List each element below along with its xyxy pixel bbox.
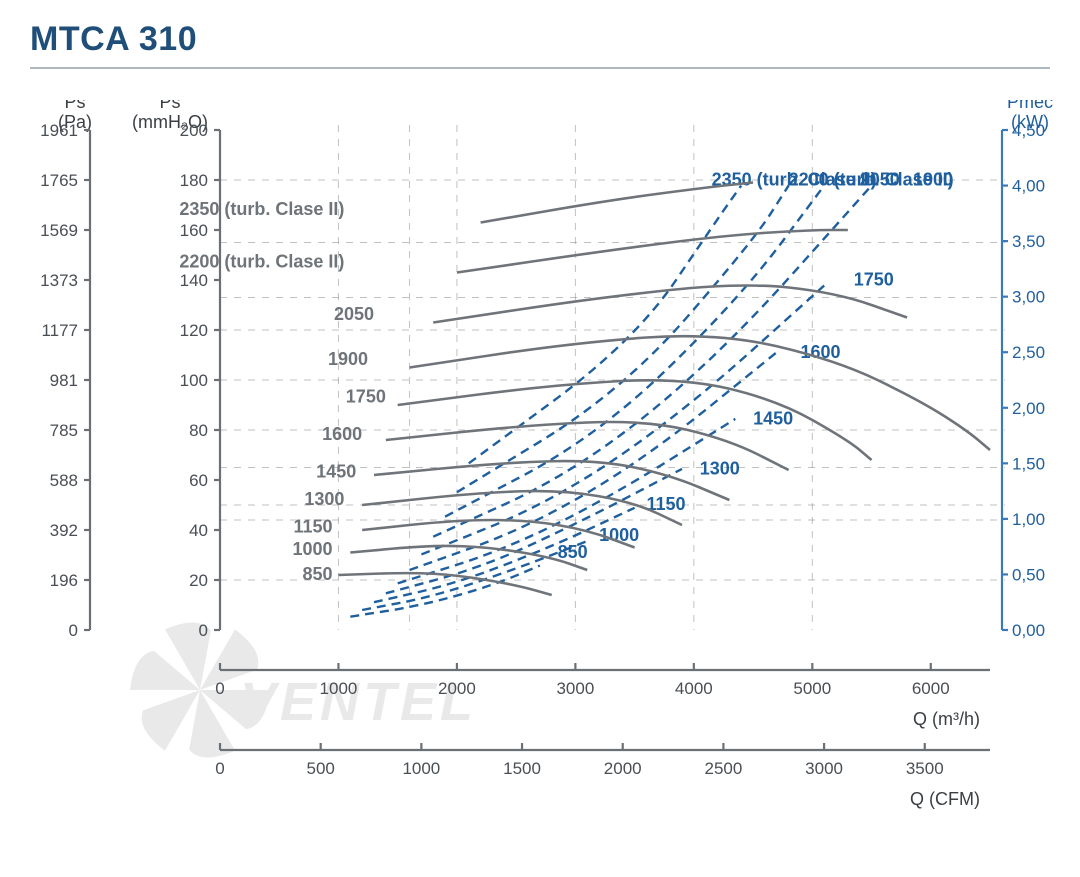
pmec-curve-label: 1750 bbox=[854, 270, 894, 290]
tick-q-m3h: 0 bbox=[215, 679, 224, 698]
pmec-curve-label: 850 bbox=[558, 542, 588, 562]
tick-q-cfm: 1500 bbox=[503, 759, 541, 778]
pmec-curve-label: 1450 bbox=[753, 408, 793, 428]
fan-chart: VENTEL8501000115013001450160017501900205… bbox=[20, 100, 1060, 870]
tick-pmec: 1,50 bbox=[1012, 454, 1045, 473]
tick-ps-mmh2o: 0 bbox=[199, 621, 208, 640]
pmec-curve-label: 2350 (turb. Clase II) bbox=[712, 170, 877, 190]
tick-q-m3h: 3000 bbox=[556, 679, 594, 698]
tick-ps-mmh2o: 60 bbox=[189, 471, 208, 490]
tick-q-cfm: 2500 bbox=[704, 759, 742, 778]
tick-q-cfm: 1000 bbox=[402, 759, 440, 778]
svg-text:Ps: Ps bbox=[159, 100, 180, 112]
tick-ps-pa: 1961 bbox=[40, 121, 78, 140]
tick-pmec: 4,00 bbox=[1012, 177, 1045, 196]
pmec-curve bbox=[362, 541, 587, 610]
tick-ps-pa: 981 bbox=[50, 371, 78, 390]
ps-curve bbox=[457, 230, 848, 273]
pmec-curve bbox=[374, 508, 635, 602]
ps-curve-label: 1000 bbox=[292, 539, 332, 559]
ps-curve-label: 1450 bbox=[316, 462, 356, 482]
ps-curve-label: 2050 bbox=[334, 304, 374, 324]
tick-pmec: 2,50 bbox=[1012, 343, 1045, 362]
tick-q-m3h: 1000 bbox=[320, 679, 358, 698]
tick-pmec: 0,00 bbox=[1012, 621, 1045, 640]
tick-ps-pa: 1373 bbox=[40, 271, 78, 290]
ps-curve-label: 2200 (turb. Clase II) bbox=[179, 252, 344, 272]
ps-curve bbox=[398, 380, 872, 460]
tick-ps-pa: 588 bbox=[50, 471, 78, 490]
axis-q-cfm-label: Q (CFM) bbox=[910, 789, 980, 809]
tick-ps-mmh2o: 160 bbox=[180, 221, 208, 240]
tick-ps-pa: 196 bbox=[50, 571, 78, 590]
ps-curve-label: 850 bbox=[302, 564, 332, 584]
tick-ps-mmh2o: 120 bbox=[180, 321, 208, 340]
tick-ps-pa: 1765 bbox=[40, 171, 78, 190]
tick-q-cfm: 0 bbox=[215, 759, 224, 778]
tick-q-m3h: 2000 bbox=[438, 679, 476, 698]
tick-q-cfm: 3000 bbox=[805, 759, 843, 778]
tick-ps-mmh2o: 40 bbox=[189, 521, 208, 540]
tick-ps-pa: 785 bbox=[50, 421, 78, 440]
tick-ps-mmh2o: 100 bbox=[180, 371, 208, 390]
tick-ps-mmh2o: 140 bbox=[180, 271, 208, 290]
axis-q-m3h-label: Q (m³/h) bbox=[913, 709, 980, 729]
tick-ps-pa: 392 bbox=[50, 521, 78, 540]
title-rule bbox=[30, 67, 1050, 69]
chart-container: VENTEL8501000115013001450160017501900205… bbox=[0, 90, 1080, 877]
tick-pmec: 3,50 bbox=[1012, 232, 1045, 251]
tick-pmec: 4,50 bbox=[1012, 121, 1045, 140]
tick-q-m3h: 5000 bbox=[793, 679, 831, 698]
tick-pmec: 1,00 bbox=[1012, 510, 1045, 529]
ps-curve-label: 1900 bbox=[328, 349, 368, 369]
tick-ps-mmh2o: 80 bbox=[189, 421, 208, 440]
tick-q-cfm: 3500 bbox=[906, 759, 944, 778]
ps-curve-label: 2350 (turb. Clase II) bbox=[179, 199, 344, 219]
tick-pmec: 0,50 bbox=[1012, 565, 1045, 584]
tick-ps-pa: 0 bbox=[69, 621, 78, 640]
tick-ps-pa: 1569 bbox=[40, 221, 78, 240]
svg-text:Ps: Ps bbox=[64, 100, 85, 112]
axis-pmec-label: Pmec bbox=[1007, 100, 1053, 112]
tick-q-cfm: 500 bbox=[306, 759, 334, 778]
tick-pmec: 2,00 bbox=[1012, 399, 1045, 418]
watermark: VENTEL bbox=[130, 622, 477, 757]
tick-ps-mmh2o: 200 bbox=[180, 121, 208, 140]
tick-ps-mmh2o: 180 bbox=[180, 171, 208, 190]
tick-q-m3h: 6000 bbox=[912, 679, 950, 698]
chart-title: MTCA 310 bbox=[30, 20, 1050, 59]
tick-ps-mmh2o: 20 bbox=[189, 571, 208, 590]
ps-curve-label: 1150 bbox=[293, 517, 332, 537]
tick-q-m3h: 4000 bbox=[675, 679, 713, 698]
ps-curve-label: 1750 bbox=[346, 387, 386, 407]
ps-curve-label: 1300 bbox=[304, 489, 344, 509]
pmec-curve-label: 1300 bbox=[700, 458, 740, 478]
tick-ps-pa: 1177 bbox=[41, 321, 78, 340]
tick-q-cfm: 2000 bbox=[604, 759, 642, 778]
ps-curve-label: 1600 bbox=[322, 424, 362, 444]
tick-pmec: 3,00 bbox=[1012, 288, 1045, 307]
ps-curve bbox=[433, 286, 907, 323]
